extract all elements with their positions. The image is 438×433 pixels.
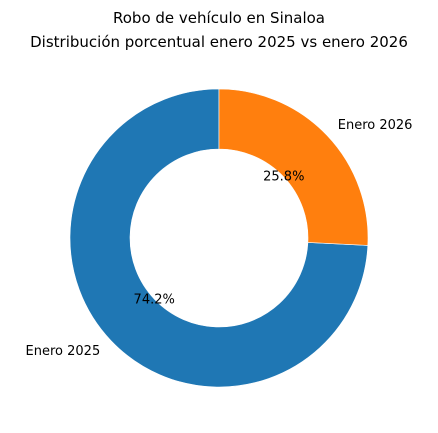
slice-percent-label: 74.2%	[134, 293, 175, 308]
chart-subtitle: Distribución porcentual enero 2025 vs en…	[30, 33, 408, 51]
slice-percent-label: 25.8%	[263, 169, 304, 184]
donut-labels: 74.2% Enero 2025 25.8% Enero 2026	[26, 118, 413, 359]
slice-enero-2026	[218, 88, 369, 246]
slice-category-label: Enero 2025	[26, 344, 101, 359]
slice-enero-2025	[69, 88, 369, 388]
donut-slices	[69, 88, 369, 388]
slice-category-label: Enero 2026	[338, 118, 413, 133]
chart-title: Robo de vehículo en Sinaloa	[113, 9, 325, 27]
